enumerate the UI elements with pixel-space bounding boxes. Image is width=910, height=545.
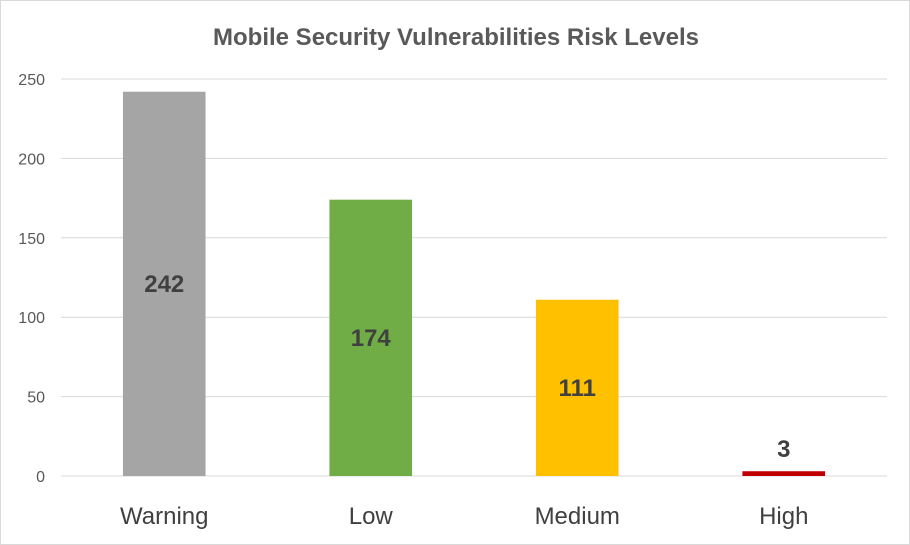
- data-label: 242: [144, 271, 184, 298]
- y-axis-ticks: 0 50 100 150 200 250: [18, 72, 45, 486]
- x-category-label: Low: [349, 503, 394, 530]
- y-tick-label: 50: [27, 390, 45, 407]
- chart-title: Mobile Security Vulnerabilities Risk Lev…: [213, 24, 699, 51]
- bars: [122, 91, 826, 477]
- bar-medium: [535, 299, 619, 476]
- bar-low: [329, 199, 413, 477]
- y-tick-label: 150: [18, 231, 45, 248]
- bar-warning: [122, 91, 206, 476]
- y-tick-label: 100: [18, 310, 45, 327]
- data-labels: 242 174 111 3: [144, 271, 790, 463]
- data-label: 174: [351, 325, 392, 352]
- data-label: 3: [777, 436, 790, 463]
- x-category-label: Warning: [120, 503, 208, 530]
- data-label: 111: [559, 375, 596, 402]
- y-tick-label: 0: [36, 469, 45, 486]
- x-axis-categories: Warning Low Medium High: [120, 503, 808, 530]
- x-category-label: High: [759, 503, 808, 530]
- bar-high: [742, 471, 826, 476]
- y-tick-label: 200: [18, 151, 45, 168]
- x-category-label: Medium: [535, 503, 620, 530]
- y-tick-label: 250: [18, 72, 45, 89]
